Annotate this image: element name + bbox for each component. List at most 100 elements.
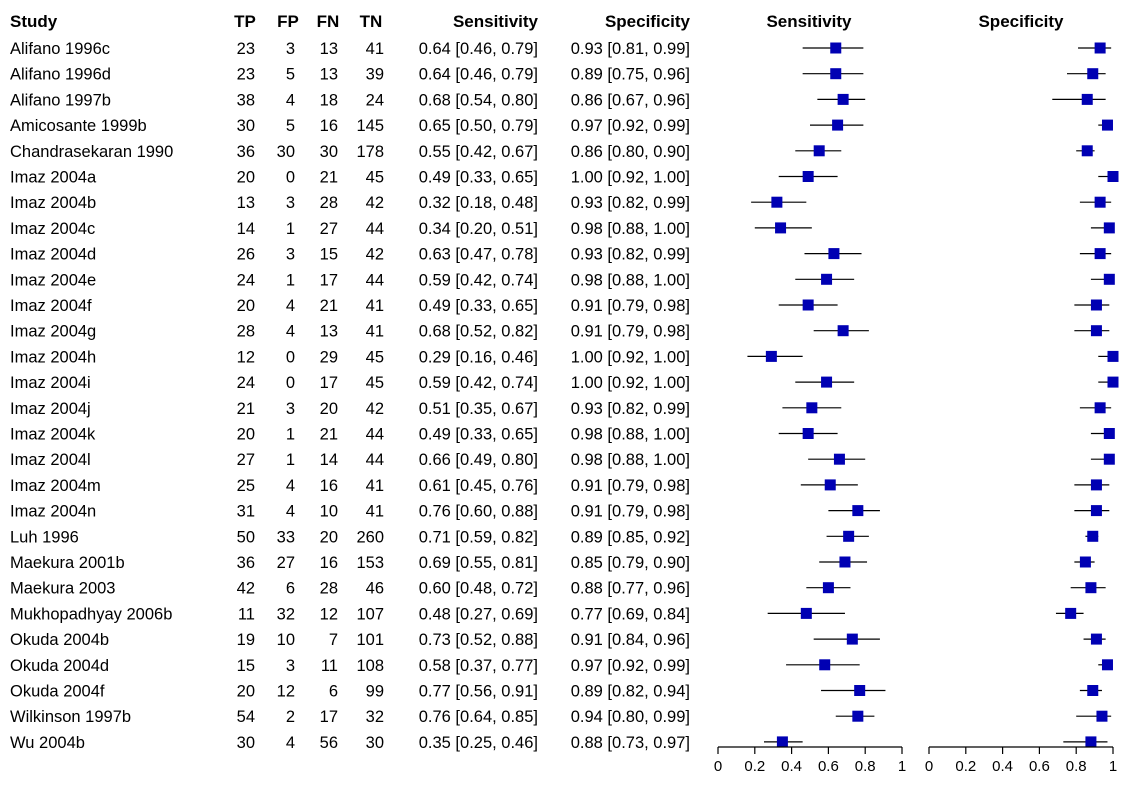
tp-value: 30 bbox=[237, 117, 255, 135]
sensitivity-point bbox=[854, 685, 866, 696]
tp-value: 24 bbox=[237, 374, 255, 392]
fn-value: 7 bbox=[329, 631, 338, 649]
study-name: Maekura 2001b bbox=[10, 554, 125, 572]
tp-value: 25 bbox=[237, 477, 255, 495]
tn-value: 41 bbox=[366, 477, 384, 495]
sensitivity-ci: 0.71 [0.59, 0.82] bbox=[419, 528, 538, 546]
sensitivity-ci: 0.29 [0.16, 0.46] bbox=[419, 348, 538, 366]
table-row: Alifano 1996d 23 5 13 39 0.64 [0.46, 0.79] 0.8… bbox=[10, 66, 690, 84]
specificity-ci: 1.00 [0.92, 1.00] bbox=[571, 374, 690, 392]
sensitivity-point bbox=[765, 350, 777, 362]
fn-value: 13 bbox=[320, 323, 338, 341]
specificity-ci: 0.88 [0.77, 0.96] bbox=[571, 580, 690, 598]
specificity-ci: 0.98 [0.88, 1.00] bbox=[571, 271, 690, 289]
tp-value: 19 bbox=[237, 631, 255, 649]
study-name: Imaz 2004b bbox=[10, 194, 96, 212]
sensitivity-ci: 0.69 [0.55, 0.81] bbox=[419, 554, 538, 572]
sensitivity-ci: 0.76 [0.60, 0.88] bbox=[419, 503, 538, 521]
table-row: Mukhopadhyay 2006b 11 32 12 107 0.48 [0.27, 0… bbox=[10, 605, 690, 623]
tn-value: 46 bbox=[366, 580, 384, 598]
tp-value: 20 bbox=[237, 169, 255, 187]
specificity-x-tick-label: 0 bbox=[925, 758, 933, 775]
sensitivity-ci: 0.49 [0.33, 0.65] bbox=[419, 426, 538, 444]
tp-value: 20 bbox=[237, 683, 255, 701]
fp-value: 1 bbox=[286, 220, 295, 238]
specificity-ci: 0.88 [0.73, 0.97] bbox=[571, 734, 690, 752]
study-name: Imaz 2004f bbox=[10, 297, 92, 315]
fn-value: 6 bbox=[329, 683, 338, 701]
fp-value: 3 bbox=[286, 400, 295, 418]
tp-value: 36 bbox=[237, 143, 255, 161]
specificity-point bbox=[1090, 325, 1102, 337]
tp-value: 27 bbox=[237, 451, 255, 469]
tp-value: 50 bbox=[237, 528, 255, 546]
sensitivity-point bbox=[830, 42, 842, 54]
study-name: Mukhopadhyay 2006b bbox=[10, 605, 172, 623]
specificity-point bbox=[1087, 68, 1099, 80]
fn-value: 10 bbox=[320, 503, 338, 521]
study-name: Imaz 2004d bbox=[10, 246, 96, 264]
sensitivity-ci: 0.32 [0.18, 0.48] bbox=[419, 194, 538, 212]
specificity-ci: 1.00 [0.92, 1.00] bbox=[571, 169, 690, 187]
study-name: Chandrasekaran 1990 bbox=[10, 143, 173, 161]
sensitivity-point bbox=[833, 453, 845, 465]
tn-value: 260 bbox=[356, 528, 384, 546]
tn-value: 41 bbox=[366, 297, 384, 315]
sensitivity-x-tick-label: 0.6 bbox=[818, 758, 839, 775]
tp-value: 54 bbox=[237, 708, 255, 726]
study-name: Imaz 2004h bbox=[10, 348, 96, 366]
sensitivity-point bbox=[821, 273, 833, 285]
sensitivity-ci: 0.77 [0.56, 0.91] bbox=[419, 683, 538, 701]
specificity-point bbox=[1107, 376, 1119, 388]
specificity-x-tick-label: 1 bbox=[1109, 758, 1117, 775]
specificity-ci: 0.89 [0.85, 0.92] bbox=[571, 528, 690, 546]
specificity-point bbox=[1101, 119, 1113, 131]
specificity-ci: 1.00 [0.92, 1.00] bbox=[571, 348, 690, 366]
fn-value: 17 bbox=[320, 708, 338, 726]
sensitivity-point bbox=[771, 196, 783, 208]
tn-value: 45 bbox=[366, 374, 384, 392]
sensitivity-point bbox=[843, 530, 855, 542]
specificity-point bbox=[1090, 505, 1102, 517]
tn-value: 101 bbox=[356, 631, 384, 649]
specificity-point bbox=[1103, 428, 1115, 439]
sensitivity-point bbox=[852, 710, 864, 722]
tp-value: 26 bbox=[237, 246, 255, 264]
tp-value: 38 bbox=[237, 91, 255, 109]
fp-value: 6 bbox=[286, 580, 295, 598]
fn-value: 21 bbox=[320, 426, 338, 444]
sensitivity-point bbox=[824, 479, 836, 491]
sensitivity-ci: 0.76 [0.64, 0.85] bbox=[419, 708, 538, 726]
header-tp: TP bbox=[234, 12, 256, 31]
sensitivity-ci: 0.34 [0.20, 0.51] bbox=[419, 220, 538, 238]
sensitivity-ci: 0.63 [0.47, 0.78] bbox=[419, 246, 538, 264]
tn-value: 99 bbox=[366, 683, 384, 701]
specificity-point bbox=[1107, 350, 1119, 362]
fp-value: 12 bbox=[277, 683, 295, 701]
specificity-ci: 0.91 [0.79, 0.98] bbox=[571, 503, 690, 521]
plot-title-specificity: Specificity bbox=[978, 12, 1064, 31]
fn-value: 17 bbox=[320, 271, 338, 289]
fp-value: 5 bbox=[286, 66, 295, 84]
tp-value: 28 bbox=[237, 323, 255, 341]
sensitivity-ci: 0.65 [0.50, 0.79] bbox=[419, 117, 538, 135]
tn-value: 32 bbox=[366, 708, 384, 726]
study-name: Okuda 2004f bbox=[10, 683, 105, 701]
sensitivity-ci: 0.61 [0.45, 0.76] bbox=[419, 477, 538, 495]
specificity-point bbox=[1079, 556, 1091, 568]
study-name: Imaz 2004a bbox=[10, 169, 97, 187]
sensitivity-x-tick-label: 0.8 bbox=[855, 758, 876, 775]
specificity-ci: 0.85 [0.79, 0.90] bbox=[571, 554, 690, 572]
fp-value: 4 bbox=[286, 91, 295, 109]
study-name: Imaz 2004k bbox=[10, 426, 96, 444]
tn-value: 108 bbox=[356, 657, 384, 675]
fn-value: 56 bbox=[320, 734, 338, 752]
table-row: Imaz 2004k 20 1 21 44 0.49 [0.33, 0.65] 0.98 [… bbox=[10, 426, 690, 444]
fp-value: 3 bbox=[286, 40, 295, 58]
fn-value: 15 bbox=[320, 246, 338, 264]
table-row: Imaz 2004b 13 3 28 42 0.32 [0.18, 0.48] 0.93 [… bbox=[10, 194, 690, 212]
tn-value: 145 bbox=[356, 117, 384, 135]
header-fn: FN bbox=[317, 12, 340, 31]
fp-value: 4 bbox=[286, 503, 295, 521]
